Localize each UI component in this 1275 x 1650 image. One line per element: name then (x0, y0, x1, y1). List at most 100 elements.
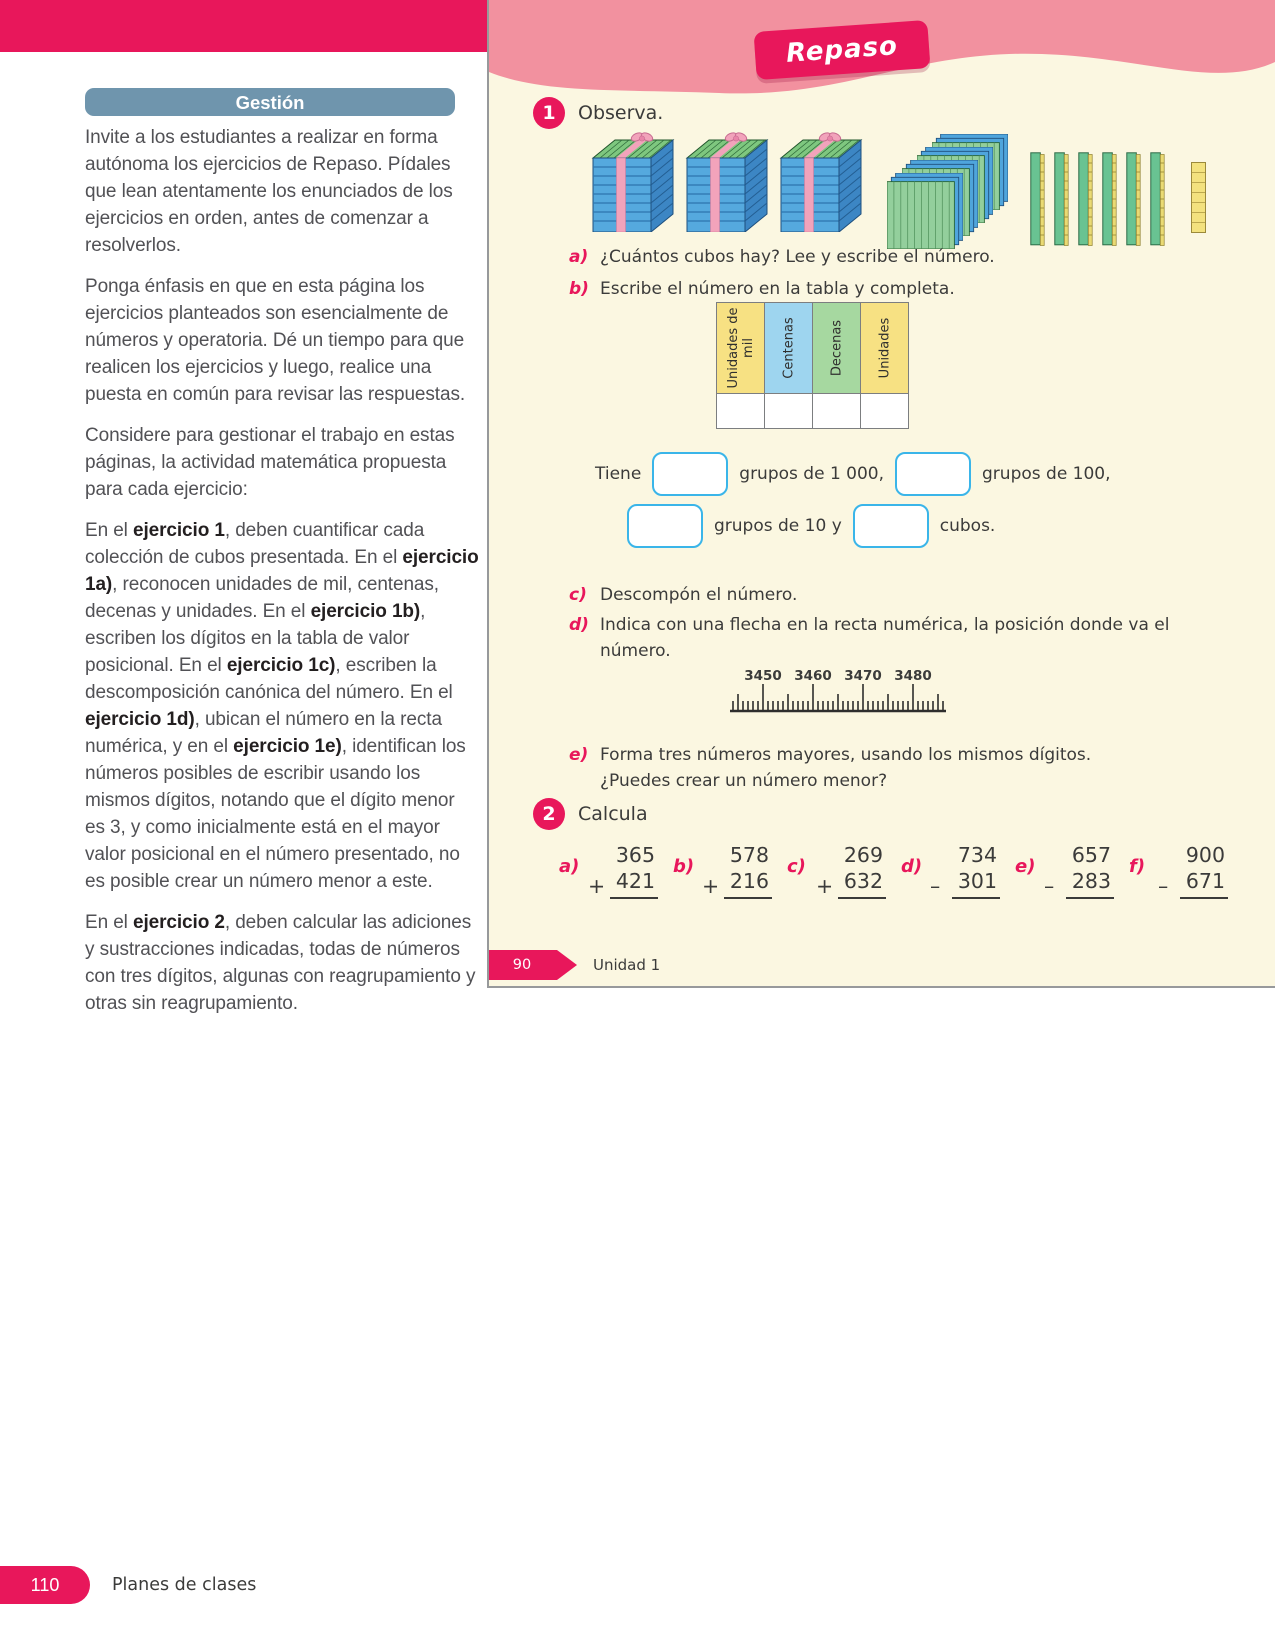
fill-box-ones[interactable] (852, 504, 929, 548)
unit-cube (1192, 223, 1205, 232)
text: , identifican los números posibles de es… (85, 736, 466, 892)
ten-rod-icon (1126, 152, 1141, 246)
calc-problem-numbers: 365 + 421 (588, 842, 658, 899)
pv-header-label: Unidades (877, 317, 892, 379)
fill-text: grupos de 1 000, (739, 464, 885, 484)
calc-operator: – (1158, 874, 1169, 898)
fill-box-hundreds[interactable] (895, 452, 972, 496)
gestion-paragraph: Ponga énfasis en que en esta página los … (85, 273, 479, 408)
fill-text: cubos. (939, 516, 996, 536)
exercise-item-d: d) Indica con una flecha en la recta num… (569, 612, 1180, 664)
item-c-text: Descompón el número. (600, 585, 798, 605)
unit-cube (1192, 163, 1205, 173)
calc-problem-numbers: 578 + 216 (702, 842, 772, 899)
exercise-1-title: Observa. (578, 102, 664, 124)
item-b-label: b) (569, 279, 589, 299)
exercise-2-title: Calcula (578, 803, 648, 825)
number-line-label: 3450 (744, 668, 782, 684)
base-ten-blocks (585, 128, 1206, 250)
calc-bottom-number: 301 (952, 868, 1000, 899)
number-line-label: 3470 (844, 668, 882, 684)
ten-rod-icon (1150, 152, 1165, 246)
bold-text: ejercicio 1e) (233, 736, 342, 757)
pv-value-cell[interactable] (812, 393, 861, 429)
item-a-label: a) (569, 247, 589, 267)
pv-header-label: Unidades de mil (725, 307, 756, 389)
calc-problem-numbers: 734 – 301 (930, 842, 1000, 899)
gestion-paragraph: Invite a los estudiantes a realizar en f… (85, 124, 479, 259)
text: Considere para gestionar el trabajo en e… (85, 425, 455, 500)
text: , deben calcular las adiciones y sustrac… (85, 912, 476, 1014)
bold-text: ejercicio 1d) (85, 709, 195, 730)
workbook-page-badge: 90 (489, 950, 577, 980)
exercise-item-a: a) ¿Cuántos cubos hay? Lee y escribe el … (569, 244, 995, 270)
calc-problems-row: a) 365 + 421 b) 578 + 216 c) 269 + 632 d… (559, 842, 1228, 899)
bold-text: ejercicio 1b) (310, 601, 421, 622)
fill-box-thousands[interactable] (652, 452, 729, 496)
workbook-unit-label: Unidad 1 (593, 956, 661, 974)
exercise-2-badge: 2 (533, 798, 565, 830)
top-red-bar (0, 0, 487, 52)
bold-text: ejercicio 2 (133, 912, 225, 933)
pv-header-cell: Centenas (764, 302, 813, 394)
fill-text: Tiene (595, 464, 642, 484)
unit-cube (1192, 183, 1205, 193)
unit-cube (1192, 193, 1205, 203)
calc-problem: d) 734 – 301 (901, 842, 1000, 899)
unit-cubes-stack (1191, 162, 1206, 233)
calc-operator: – (930, 874, 941, 898)
thousand-cube-icon (779, 132, 863, 232)
calc-problem: e) 657 – 283 (1015, 842, 1114, 899)
calc-top-number: 900 (1185, 843, 1225, 867)
calc-bottom-number: 671 (1180, 868, 1228, 899)
unit-cube (1192, 213, 1205, 223)
calc-problem-label: e) (1015, 856, 1036, 877)
text: Invite a los estudiantes a realizar en f… (85, 127, 453, 256)
pv-header-cell: Decenas (812, 302, 861, 394)
pv-header-cell: Unidades de mil (716, 302, 765, 394)
pv-value-cell[interactable] (764, 393, 813, 429)
calc-top-number: 578 (729, 843, 769, 867)
item-a-text: ¿Cuántos cubos hay? Lee y escribe el núm… (600, 247, 995, 267)
workbook-panel: Repaso 1 Observa. (487, 0, 1275, 988)
hundred-flats-group (886, 133, 1009, 253)
thousand-cubes-group (585, 128, 863, 232)
calc-problem-label: a) (559, 856, 580, 877)
calc-bottom-number: 421 (610, 868, 658, 899)
calc-operator: + (702, 874, 720, 898)
fill-sentence-row-1: Tiene grupos de 1 000, grupos de 100, (595, 452, 1111, 496)
thousand-cube-icon (685, 132, 769, 232)
ten-rods-group (1030, 152, 1165, 247)
calc-top-number: 734 (957, 843, 997, 867)
hundred-flat-icon (886, 172, 964, 250)
item-d-text: Indica con una flecha en la recta numéri… (600, 615, 1170, 661)
gestion-paragraph: En el ejercicio 2, deben calcular las ad… (85, 909, 479, 1017)
hundred-flat (886, 172, 964, 253)
number-line-svg[interactable]: 3450 3460 3470 3480 (729, 668, 947, 716)
text: , escriben los dígitos en la tabla de va… (85, 601, 426, 676)
calc-operator: – (1044, 874, 1055, 898)
ten-rod-icon (1054, 152, 1069, 246)
pv-value-cell[interactable] (860, 393, 909, 429)
gestion-paragraph: Considere para gestionar el trabajo en e… (85, 422, 479, 503)
pv-header-cell: Unidades (860, 302, 909, 394)
exercise-2-header: 2 Calcula (533, 798, 648, 830)
exercise-1-badge: 1 (533, 97, 565, 129)
ten-rod-icon (1102, 152, 1117, 246)
calc-operator: + (816, 874, 834, 898)
item-e-text: Forma tres números mayores, usando los m… (600, 745, 1092, 791)
fill-text: grupos de 100, (982, 464, 1111, 484)
calc-problem-label: d) (901, 856, 923, 877)
calc-bottom-number: 283 (1066, 868, 1114, 899)
item-b-text: Escribe el número en la tabla y completa… (600, 279, 955, 299)
calc-bottom-number: 216 (724, 868, 772, 899)
calc-problem: c) 269 + 632 (787, 842, 886, 899)
fill-box-tens[interactable] (627, 504, 703, 548)
pv-value-cell[interactable] (716, 393, 765, 429)
item-e-label: e) (569, 745, 589, 765)
calc-problem: a) 365 + 421 (559, 842, 658, 899)
gestion-paragraph: En el ejercicio 1, deben cuantificar cad… (85, 517, 479, 895)
ten-rod-icon (1030, 152, 1045, 246)
calc-problem-numbers: 900 – 671 (1158, 842, 1228, 899)
fill-text: grupos de 10 y (714, 516, 842, 536)
